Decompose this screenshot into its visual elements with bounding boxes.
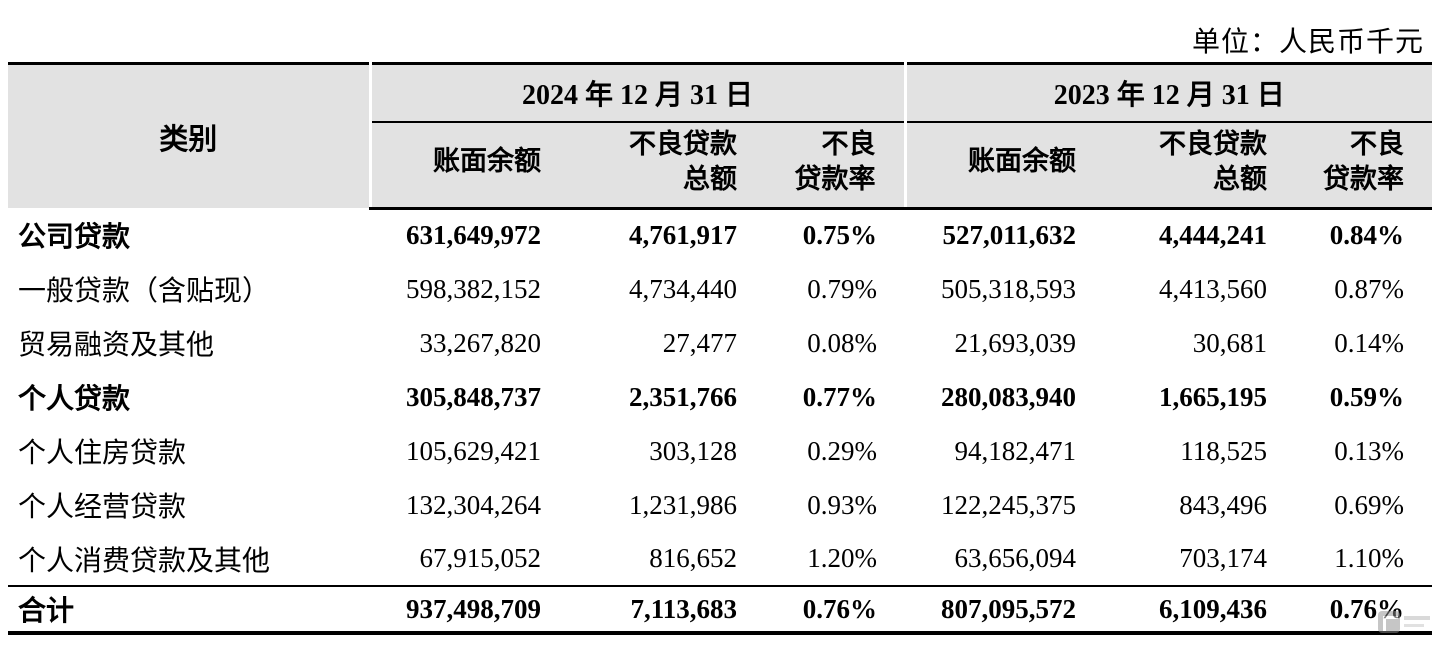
table-row-personal-business: 个人经营贷款 132,304,264 1,231,986 0.93% 122,2…	[8, 478, 1432, 532]
cell-2024-npl-total: 1,231,986	[629, 489, 737, 520]
table-row-personal-loans: 个人贷款 305,848,737 2,351,766 0.77% 280,083…	[8, 370, 1432, 424]
cell-2023-balance: 807,095,572	[905, 585, 1090, 634]
sub-header-balance-2024: 账面余额	[368, 121, 555, 210]
cell-2023-npl-total: 703,174	[1179, 543, 1267, 574]
cell-2023-npl-total: 4,413,560	[1159, 273, 1267, 304]
cell-2024-npl-ratio: 0.79%	[807, 273, 877, 304]
sub-header-npl-ratio-2023: 不良 贷款率	[1275, 121, 1432, 210]
cell-2024-balance: 132,304,264	[406, 489, 541, 520]
row-category: 个人住房贷款	[18, 438, 187, 470]
cell-2024-npl-total: 4,734,440	[629, 273, 737, 304]
table-row-corporate-loans: 公司贷款 631,649,972 4,761,917 0.75% 527,011…	[8, 208, 1432, 262]
cell-2024-balance: 598,382,152	[406, 273, 541, 304]
cell-2023-npl-ratio: 0.84%	[1329, 220, 1404, 251]
cell-2024-npl-ratio: 0.93%	[807, 489, 877, 520]
cell-2024-npl-ratio: 0.75%	[802, 220, 877, 251]
table-row-total: 合计 937,498,709 7,113,683 0.76% 807,095,5…	[8, 585, 1432, 634]
cell-2023-balance: 94,182,471	[954, 435, 1077, 466]
sub-header-npl-ratio-2024: 不良 贷款率	[745, 121, 905, 210]
cell-2024-npl-ratio: 0.29%	[807, 435, 877, 466]
table-row-general-loans: 一般贷款（含贴现） 598,382,152 4,734,440 0.79% 50…	[8, 262, 1432, 316]
cell-2023-npl-ratio: 1.10%	[1334, 543, 1404, 574]
row-category: 个人消费贷款及其他	[18, 545, 271, 577]
cell-2023-npl-ratio: 0.13%	[1334, 435, 1404, 466]
period-header-2023: 2023 年 12 月 31 日	[903, 63, 1432, 123]
cell-2023-npl-total: 30,681	[1192, 327, 1267, 358]
cell-2024-npl-total: 27,477	[662, 327, 737, 358]
cell-2023-npl-total: 4,444,241	[1159, 220, 1267, 251]
cell-2023-npl-ratio: 0.87%	[1334, 273, 1404, 304]
sub-header-npl-total-2023: 不良贷款 总额	[1090, 121, 1275, 210]
table-header: 类别 2024 年 12 月 31 日 2023 年 12 月 31 日 账面余…	[8, 63, 1432, 210]
cell-2024-npl-total: 4,761,917	[629, 220, 737, 251]
table-row-trade-finance: 贸易融资及其他 33,267,820 27,477 0.08% 21,693,0…	[8, 316, 1432, 370]
table-row-personal-housing: 个人住房贷款 105,629,421 303,128 0.29% 94,182,…	[8, 424, 1432, 478]
cell-2024-npl-ratio: 0.77%	[802, 381, 877, 412]
cell-2024-balance: 105,629,421	[406, 435, 541, 466]
cell-2024-balance: 631,649,972	[406, 220, 541, 251]
cell-2023-npl-ratio: 0.14%	[1334, 327, 1404, 358]
cell-2024-npl-ratio: 1.20%	[807, 543, 877, 574]
cell-2023-npl-total: 6,109,436	[1090, 585, 1275, 634]
table-row-personal-consumption: 个人消费贷款及其他 67,915,052 816,652 1.20% 63,65…	[8, 532, 1432, 586]
watermark-text-mark	[1404, 615, 1430, 629]
loan-quality-table: 类别 2024 年 12 月 31 日 2023 年 12 月 31 日 账面余…	[8, 62, 1432, 636]
cell-2024-balance: 937,498,709	[370, 585, 555, 634]
cell-2024-npl-total: 816,652	[649, 543, 737, 574]
category-header: 类别	[8, 63, 370, 209]
sub-header-row: 账面余额 不良贷款 总额 不良 贷款率 账面余额 不良贷款 总额 不良 贷款率	[8, 121, 1432, 210]
cell-2023-npl-total: 1,665,195	[1159, 381, 1267, 412]
cell-2023-balance: 527,011,632	[942, 220, 1076, 251]
watermark-logo	[1378, 611, 1430, 633]
period-header-2024: 2024 年 12 月 31 日	[368, 63, 905, 123]
cell-2024-npl-total: 2,351,766	[629, 381, 737, 412]
unit-label: 单位：人民币千元	[1191, 27, 1424, 58]
cell-2023-balance: 505,318,593	[941, 273, 1076, 304]
row-category: 合计	[8, 585, 370, 634]
period-header-row: 类别 2024 年 12 月 31 日 2023 年 12 月 31 日	[8, 63, 1432, 209]
cell-2023-npl-total: 118,525	[1180, 435, 1267, 466]
cell-2023-npl-ratio: 0.59%	[1329, 381, 1404, 412]
cell-2023-balance: 21,693,039	[954, 327, 1077, 358]
cell-2024-balance: 67,915,052	[419, 543, 542, 574]
cell-2023-npl-total: 843,496	[1179, 489, 1267, 520]
watermark-icon	[1378, 611, 1400, 633]
cell-2023-balance: 122,245,375	[941, 489, 1076, 520]
cell-2023-balance: 280,083,940	[941, 381, 1076, 412]
row-category: 个人经营贷款	[18, 492, 187, 524]
sub-header-balance-2023: 账面余额	[903, 121, 1090, 210]
cell-2024-balance: 305,848,737	[406, 381, 541, 412]
row-category: 贸易融资及其他	[18, 330, 215, 362]
cell-2024-npl-ratio: 0.76%	[745, 585, 905, 634]
row-category: 一般贷款（含贴现）	[18, 276, 271, 308]
cell-2024-npl-ratio: 0.08%	[807, 327, 877, 358]
cell-2024-npl-total: 303,128	[649, 435, 737, 466]
row-category: 公司贷款	[18, 222, 131, 254]
table-body: 公司贷款 631,649,972 4,761,917 0.75% 527,011…	[8, 208, 1432, 634]
cell-2023-npl-ratio: 0.69%	[1334, 489, 1404, 520]
sub-header-npl-total-2024: 不良贷款 总额	[555, 121, 745, 210]
cell-2024-npl-total: 7,113,683	[555, 585, 745, 634]
cell-2024-balance: 33,267,820	[419, 327, 542, 358]
cell-2023-balance: 63,656,094	[954, 543, 1077, 574]
row-category: 个人贷款	[18, 384, 131, 416]
